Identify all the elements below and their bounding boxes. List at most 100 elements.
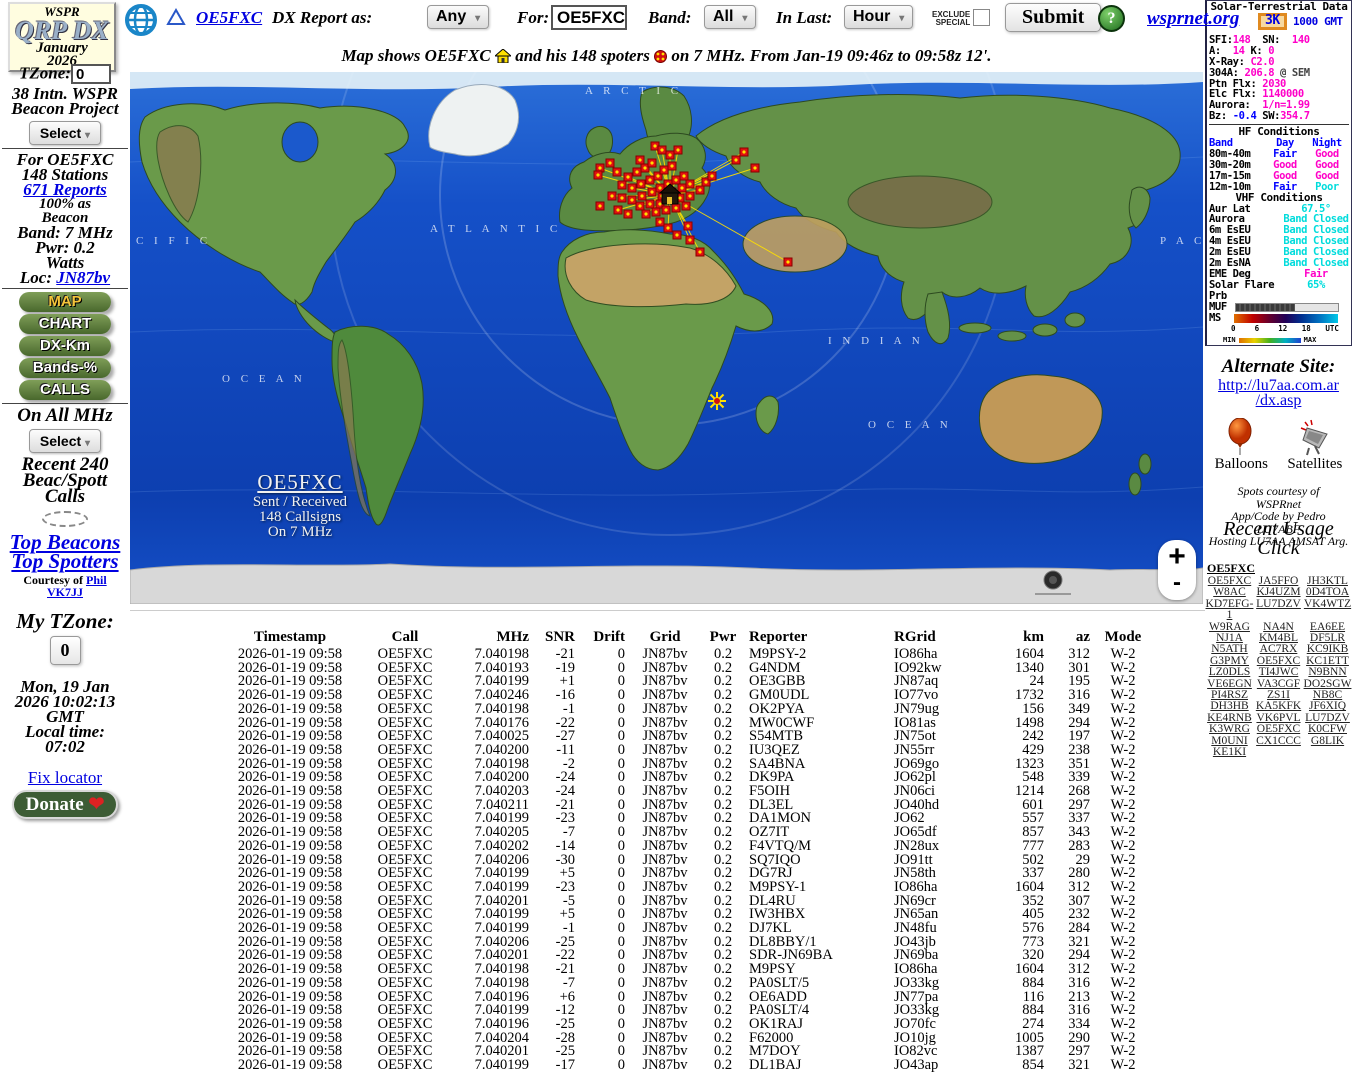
recent-call-link[interactable]: NJ1A — [1216, 632, 1243, 645]
spotter-marker[interactable] — [685, 179, 695, 189]
solar-banner-3k[interactable]: 3K — [1258, 12, 1287, 30]
spotter-marker[interactable] — [685, 191, 695, 201]
fix-locator-link[interactable]: Fix locator — [27, 768, 103, 787]
recent-call-link[interactable]: JA5FFO — [1258, 575, 1299, 587]
spotter-marker[interactable] — [672, 230, 682, 240]
recent-call-link[interactable]: W8AC — [1213, 586, 1246, 599]
view-button-dx-km[interactable]: DX-Km — [19, 336, 111, 356]
spotter-marker[interactable] — [665, 150, 675, 160]
spotter-marker[interactable] — [681, 201, 691, 211]
submit-button[interactable]: Submit — [1005, 3, 1102, 32]
spotter-marker[interactable] — [651, 207, 661, 217]
spotter-marker[interactable] — [635, 155, 645, 165]
recent-call-link[interactable]: VK6PVL — [1256, 711, 1301, 724]
view-button-calls[interactable]: CALLS — [19, 380, 111, 400]
recent-call-link[interactable]: KM4BL — [1259, 632, 1298, 645]
spotter-marker[interactable] — [731, 155, 741, 165]
spotter-marker[interactable] — [655, 217, 665, 227]
spotter-marker[interactable] — [659, 165, 669, 175]
spotter-marker[interactable] — [677, 183, 687, 193]
spotter-marker[interactable] — [623, 172, 633, 182]
spotter-marker[interactable] — [667, 161, 677, 171]
recent-call-link[interactable]: ZS1I — [1267, 689, 1290, 702]
report-as-dropdown[interactable]: Any ▾ — [427, 5, 490, 29]
spotter-marker[interactable] — [623, 209, 633, 219]
header-callsign-link[interactable]: OE5FXC — [196, 8, 263, 27]
recent-call-link[interactable]: JF6XIQ — [1308, 700, 1347, 713]
spotter-marker[interactable] — [647, 158, 657, 168]
recent-call-link[interactable]: K3WRG — [1209, 723, 1250, 736]
spotter-marker[interactable] — [671, 203, 681, 213]
beacon-home-icon[interactable] — [658, 183, 682, 205]
recent-call-link[interactable]: DH3HB — [1210, 700, 1249, 713]
my-tzone-button[interactable]: 0 — [49, 636, 81, 665]
spotter-marker[interactable] — [613, 205, 623, 215]
recent-call-link[interactable]: LZ0DLS — [1208, 666, 1251, 679]
spotter-marker[interactable] — [701, 177, 711, 187]
recent-call-link[interactable]: KD7EFG-1 — [1205, 597, 1254, 622]
satellite-icon[interactable] — [1297, 418, 1331, 456]
recent-call-link[interactable]: KA5KFK — [1255, 700, 1302, 713]
spotter-marker[interactable] — [627, 195, 637, 205]
recent-call-link[interactable]: G8LIK — [1310, 734, 1345, 747]
spotter-marker[interactable] — [685, 235, 695, 245]
spotter-marker[interactable] — [645, 175, 655, 185]
spotter-marker[interactable] — [750, 163, 760, 173]
alternate-site-link[interactable]: http://lu7aa.com.ar/dx.asp — [1218, 377, 1339, 409]
tzone-input[interactable] — [70, 64, 111, 84]
world-map[interactable]: A R C T I C A T L A N T I C P A C I F I … — [130, 72, 1203, 604]
recent-call-link[interactable]: M0UNI — [1211, 734, 1248, 747]
recent-call-link[interactable]: NB8C — [1312, 689, 1343, 702]
spotter-marker[interactable] — [617, 193, 627, 203]
recent-call-link[interactable]: TI4JWC — [1258, 666, 1299, 679]
zoom-in-button[interactable]: + — [1168, 540, 1186, 573]
recent-call-link[interactable]: JH3KTL — [1307, 575, 1348, 587]
recent-call-link[interactable]: OE5FXC — [1256, 723, 1301, 736]
recent-call-link[interactable]: 0D4TOA — [1305, 586, 1350, 599]
recent-call-link[interactable]: VK4WTZ — [1303, 597, 1352, 610]
recent-call-link[interactable]: KC1ETT — [1306, 654, 1349, 667]
spotter-marker[interactable] — [671, 175, 681, 185]
recent-call-link[interactable]: KE4RNB — [1207, 711, 1252, 724]
spotter-marker[interactable] — [739, 147, 749, 157]
spotter-marker[interactable] — [595, 201, 605, 211]
spotter-marker[interactable] — [632, 167, 642, 177]
spotter-marker[interactable] — [645, 199, 655, 209]
in-last-dropdown[interactable]: Hour ▾ — [844, 5, 914, 29]
wsprnet-link[interactable]: wsprnet.org — [1147, 8, 1240, 29]
recent-call-link[interactable]: N5ATH — [1211, 643, 1248, 656]
spotter-marker[interactable] — [695, 185, 705, 195]
all-mhz-select-dropdown[interactable]: Select ▾ — [28, 429, 102, 453]
spotter-marker[interactable] — [657, 145, 667, 155]
recent-call-link[interactable]: DO2SGW — [1303, 677, 1352, 690]
spotter-marker[interactable] — [607, 191, 617, 201]
recent-call-link[interactable]: LU7DZV — [1305, 711, 1350, 724]
recent-call-link[interactable]: DF5LR — [1309, 632, 1346, 645]
recent-call-link[interactable]: OE5FXC — [1256, 654, 1301, 667]
help-icon[interactable]: ? — [1098, 5, 1125, 32]
recent-call-link[interactable]: VA3CGF — [1256, 677, 1301, 690]
zoom-out-button[interactable]: - — [1173, 569, 1181, 596]
recent-call-link[interactable]: KC9IKB — [1306, 643, 1349, 656]
phil-link[interactable]: Phil — [85, 573, 107, 587]
donate-button[interactable]: Donate ❤ — [11, 790, 119, 819]
recent-call-link[interactable]: EA6EE — [1309, 620, 1346, 633]
recent-top-callsign[interactable]: OE5FXC — [1207, 561, 1255, 575]
recent-call-link[interactable]: PI4RSZ — [1210, 689, 1249, 702]
recent-call-link[interactable]: W9RAG — [1209, 620, 1250, 633]
spotter-marker[interactable] — [617, 180, 627, 190]
reports-link[interactable]: 671 Reports — [23, 180, 107, 199]
spotter-marker[interactable] — [593, 170, 603, 180]
spotter-marker[interactable] — [647, 187, 657, 197]
spotter-marker[interactable] — [707, 171, 717, 181]
recent-call-link[interactable]: K0CFW — [1308, 723, 1347, 736]
locator-link[interactable]: JN87bv — [56, 268, 111, 287]
spotter-marker[interactable] — [673, 145, 683, 155]
spotter-marker[interactable] — [783, 257, 793, 267]
spotter-marker[interactable] — [661, 205, 671, 215]
spotter-marker[interactable] — [679, 171, 689, 181]
top-spotters-link[interactable]: Top Spotters — [11, 549, 119, 573]
spotter-marker[interactable] — [627, 183, 637, 193]
spotter-marker[interactable] — [640, 163, 650, 173]
vk7jj-link[interactable]: VK7JJ — [47, 585, 83, 599]
